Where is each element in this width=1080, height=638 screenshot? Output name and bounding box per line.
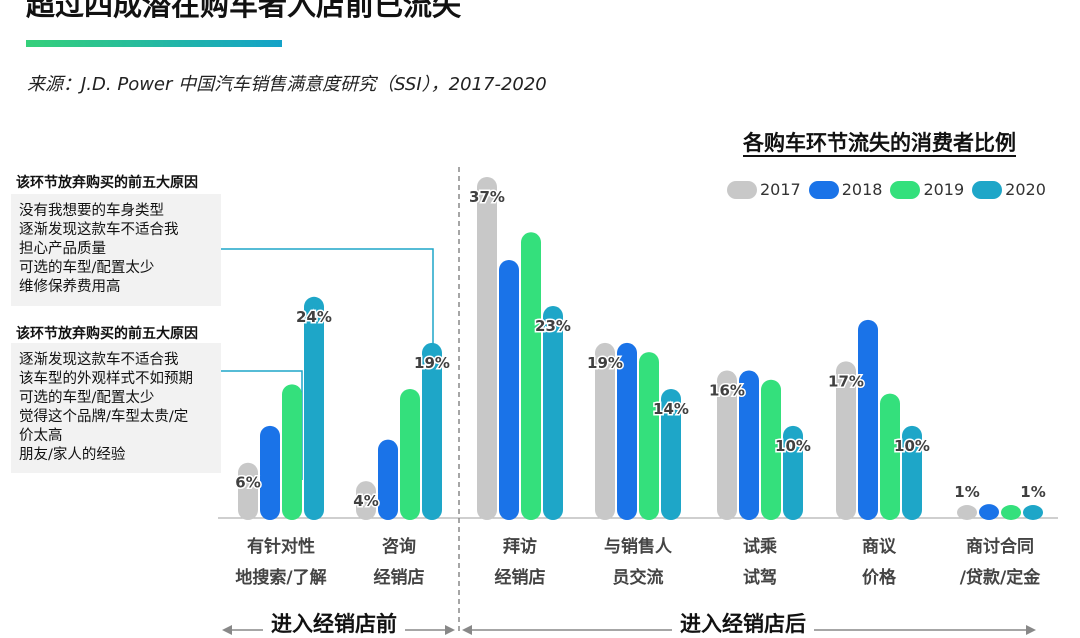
reason-item: 可选的车型/配置太少 (19, 390, 155, 406)
data-label: 37% (469, 188, 505, 206)
bar-2019 (761, 379, 781, 520)
legend-label: 2020 (1005, 180, 1046, 199)
title-underline-bar (26, 40, 282, 47)
x-tick-label: /贷款/定金 (960, 567, 1041, 588)
bar-2019 (521, 232, 541, 520)
bar-2020 (661, 388, 681, 520)
bar-2017 (238, 462, 258, 520)
legend-item: 2019 (890, 180, 964, 199)
data-label: 10% (894, 437, 930, 455)
data-label: 10% (775, 437, 811, 455)
x-tick-label: 经销店 (495, 567, 546, 588)
data-label: 16% (709, 382, 745, 400)
x-tick-label: 与销售人 (604, 536, 673, 557)
legend-label: 2018 (841, 180, 883, 199)
bar-2020 (543, 306, 563, 520)
data-label: 24% (296, 308, 332, 326)
x-tick-label: 试驾 (743, 568, 777, 588)
reason-item: 逐渐发现这款车不适合我 (19, 352, 179, 368)
reason-heading: 该环节放弃购买的前五大原因 (16, 326, 198, 342)
bar-2020 (304, 296, 324, 520)
bar-2017 (957, 505, 977, 520)
data-label: 4% (353, 492, 378, 510)
source-note: 来源：J.D. Power 中国汽车销售满意度研究（SSI），2017-2020 (27, 74, 547, 95)
data-label: 1% (954, 483, 979, 501)
reason-item: 价太高 (19, 428, 63, 444)
data-label: 19% (414, 354, 450, 372)
reason-item: 逐渐发现这款车不适合我 (19, 222, 179, 238)
bar-2018 (979, 504, 999, 520)
data-label: 6% (235, 474, 260, 492)
bar-2019 (639, 352, 659, 520)
reason-item: 该车型的外观样式不如预期 (19, 371, 193, 387)
bar-2018 (260, 425, 280, 520)
bar-2020 (902, 425, 922, 520)
reason-box: 逐渐发现这款车不适合我 该车型的外观样式不如预期 可选的车型/配置太少 觉得这个… (11, 343, 221, 473)
x-tick-label: 商讨合同 (966, 536, 1034, 557)
bar-2020 (422, 342, 442, 520)
reason-item: 可选的车型/配置太少 (19, 260, 155, 276)
legend-swatch (972, 180, 1003, 199)
bar-2018 (378, 439, 398, 520)
reason-item: 觉得这个品牌/车型太贵/定 (19, 409, 189, 425)
data-label: 17% (828, 372, 864, 390)
x-tick-label: 经销店 (374, 567, 425, 588)
bar-2017 (836, 361, 856, 520)
legend-item: 2018 (808, 180, 883, 199)
connector-line-1 (221, 248, 434, 352)
legend-item: 2020 (972, 180, 1046, 199)
legend-label: 2017 (760, 180, 801, 199)
bar-2019 (880, 393, 900, 520)
phase-label-after: 进入经销店后 (672, 608, 814, 638)
chart-legend: 2017 2018 2019 2020 (727, 180, 1054, 199)
bar-2018 (858, 319, 878, 520)
phase-label-before: 进入经销店前 (263, 608, 405, 638)
x-tick-label: 试乘 (743, 537, 777, 557)
bar-2018 (617, 342, 637, 520)
data-label: 23% (535, 317, 571, 335)
x-tick-label: 员交流 (613, 567, 664, 588)
x-tick-label: 拜访 (503, 536, 537, 557)
legend-label: 2019 (923, 180, 965, 199)
bar-2017 (717, 370, 737, 520)
bar-2019 (400, 388, 420, 520)
reason-item: 维修保养费用高 (19, 279, 121, 295)
x-tick-label: 商议 (862, 536, 897, 557)
bar-2019 (282, 384, 302, 520)
data-label: 1% (1020, 483, 1045, 501)
reason-heading: 该环节放弃购买的前五大原因 (16, 175, 198, 191)
data-label: 14% (653, 400, 689, 418)
page-title: 超过四成潜在购车者入店前已流失 (26, 0, 462, 22)
bar-2018 (739, 370, 759, 520)
reason-item: 担心产品质量 (19, 241, 106, 257)
legend-swatch (890, 180, 921, 199)
data-label-group: 6% 24% 4% 19% 37% 23% 19% 14% 16% 10% 17% 10% 1% 1% (234, 187, 1047, 512)
chart-title: 各购车环节流失的消费者比例 (743, 131, 1016, 155)
x-tick-label: 价格 (862, 567, 897, 588)
x-tick-label: 有针对性 (247, 536, 315, 557)
bar-2020 (783, 425, 803, 520)
reason-item: 朋友/家人的经验 (19, 447, 126, 463)
bar-2017 (356, 481, 376, 520)
bar-2017 (595, 342, 615, 520)
x-tick-label: 咨询 (382, 536, 416, 557)
reason-box: 没有我想要的车身类型 逐渐发现这款车不适合我 担心产品质量 可选的车型/配置太少… (11, 194, 221, 306)
bar-2019 (1001, 505, 1021, 520)
legend-item: 2017 (727, 180, 801, 199)
bar-2018 (499, 259, 519, 520)
bar-series-group (238, 177, 1043, 520)
legend-swatch (727, 180, 757, 199)
data-label: 19% (587, 354, 623, 372)
bar-2020 (1023, 505, 1043, 520)
reason-item: 没有我想要的车身类型 (19, 203, 164, 219)
bar-2017 (477, 177, 497, 520)
legend-swatch (808, 180, 839, 199)
x-tick-label: 地搜索/了解 (235, 567, 326, 588)
